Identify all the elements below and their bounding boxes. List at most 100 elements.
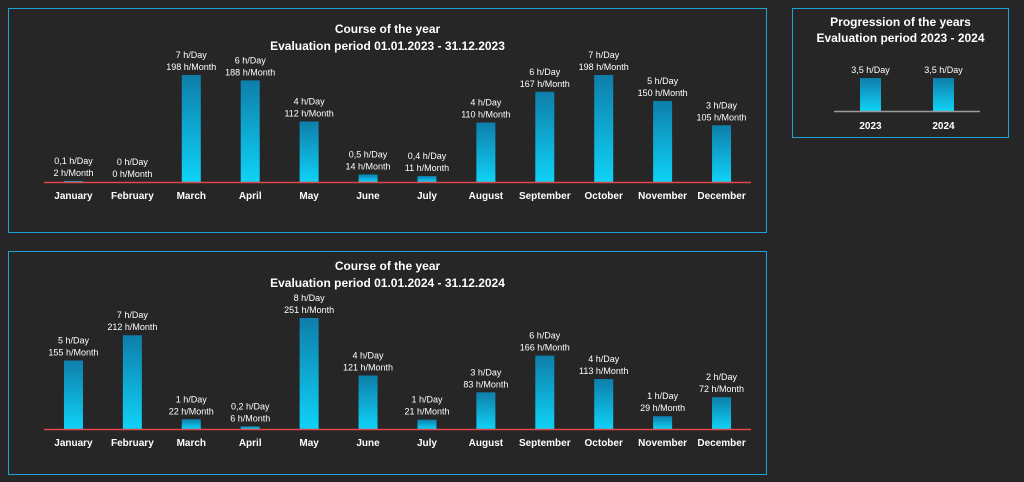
data-label-day: 1 h/Day: [411, 395, 443, 405]
category-label: January: [54, 191, 93, 202]
bar-chart-2023: 0,1 h/Day 2 h/Month January 0 h/Day 0 h/Mont…: [44, 50, 751, 202]
category-label: December: [697, 191, 745, 202]
category-label: November: [638, 191, 687, 202]
data-label-month: 105 h/Month: [697, 112, 747, 122]
data-label-day: 1 h/Day: [176, 394, 208, 404]
data-label-month: 188 h/Month: [225, 67, 275, 77]
bar-september: [535, 91, 555, 182]
data-label-month: 113 h/Month: [579, 366, 628, 376]
data-label-day: 4 h/Day: [588, 354, 620, 364]
data-label-month: 29 h/Month: [640, 403, 685, 413]
data-label-month: 0 h/Month: [112, 169, 152, 179]
category-label: August: [469, 438, 504, 449]
chart-subtitle: Evaluation period 01.01.2024 - 31.12.202…: [270, 276, 505, 290]
chart-title: Course of the year: [334, 259, 441, 273]
bar-january: [63, 180, 83, 182]
bar-may: [299, 318, 319, 429]
category-label: September: [519, 438, 571, 449]
bar-july: [417, 176, 437, 182]
data-label-day: 1 h/Day: [647, 391, 679, 401]
category-label: May: [299, 438, 319, 449]
bar-march: [181, 75, 201, 182]
category-label: 2023: [859, 121, 882, 132]
bar-january: [63, 360, 83, 429]
category-label: December: [697, 438, 745, 449]
data-label-day: 0,2 h/Day: [231, 401, 270, 411]
data-label-day: 3 h/Day: [470, 367, 502, 377]
bar-chart-2024: 5 h/Day 155 h/Month January 7 h/Day 212 h/Mo…: [44, 293, 751, 449]
bar-september: [535, 355, 555, 429]
category-label: October: [585, 438, 623, 449]
bar-chart-years: 3,5 h/Day 2023 3,5 h/Day 2024: [834, 65, 980, 132]
data-label-day: 4 h/Day: [470, 98, 502, 108]
data-label-month: 198 h/Month: [579, 62, 629, 72]
data-label-month: 121 h/Month: [343, 362, 393, 372]
data-label-month: 155 h/Month: [48, 347, 98, 357]
category-label: June: [356, 191, 380, 202]
data-label-day: 0,5 h/Day: [349, 149, 388, 159]
category-label: April: [239, 191, 262, 202]
chart-panel-2024: Course of the year Evaluation period 01.…: [8, 251, 767, 475]
data-label-day: 5 h/Day: [58, 335, 90, 345]
data-label-month: 21 h/Month: [404, 407, 449, 417]
data-label-day: 4 h/Day: [294, 96, 326, 106]
category-label: October: [585, 191, 623, 202]
chart-panel-years: Progression of the years Evaluation peri…: [792, 8, 1009, 138]
bar-june: [358, 375, 378, 429]
data-label-month: 11 h/Month: [405, 163, 449, 173]
category-label: November: [638, 438, 687, 449]
bar-2023: [860, 78, 881, 111]
category-label: July: [417, 191, 437, 202]
bar-2024: [933, 78, 954, 111]
bar-march: [181, 419, 201, 429]
category-label: August: [469, 191, 504, 202]
data-label-month: 83 h/Month: [463, 379, 508, 389]
data-label-day: 7 h/Day: [588, 50, 620, 60]
data-label-month: 72 h/Month: [699, 384, 744, 394]
bar-november: [653, 100, 673, 182]
category-label: January: [54, 438, 93, 449]
category-label: March: [177, 438, 206, 449]
chart-panel-2023: Course of the year Evaluation period 01.…: [8, 8, 767, 233]
data-label-month: 212 h/Month: [107, 322, 157, 332]
data-label-day: 5 h/Day: [647, 76, 679, 86]
data-label-month: 166 h/Month: [520, 343, 570, 353]
data-label-month: 14 h/Month: [346, 161, 391, 171]
data-label-day: 0,4 h/Day: [408, 151, 447, 161]
data-label-day: 7 h/Day: [117, 310, 149, 320]
bar-august: [476, 392, 496, 429]
data-label-month: 2 h/Month: [53, 168, 93, 178]
data-label-day: 6 h/Day: [235, 55, 267, 65]
data-label-day: 3,5 h/Day: [851, 65, 890, 75]
category-label: April: [239, 438, 262, 449]
bar-november: [653, 416, 673, 429]
data-label-month: 112 h/Month: [284, 108, 333, 118]
bar-april: [240, 80, 260, 182]
bar-december: [712, 397, 732, 429]
data-label-month: 6 h/Month: [230, 413, 270, 423]
data-label-month: 251 h/Month: [284, 305, 334, 315]
data-label-day: 6 h/Day: [529, 67, 561, 77]
data-label-day: 2 h/Day: [706, 372, 738, 382]
chart-title: Progression of the years: [830, 15, 971, 29]
category-label: February: [111, 191, 154, 202]
data-label-day: 0,1 h/Day: [54, 156, 93, 166]
bar-june: [358, 174, 378, 182]
data-label-day: 3,5 h/Day: [924, 65, 963, 75]
data-label-day: 8 h/Day: [294, 293, 326, 303]
data-label-day: 4 h/Day: [353, 350, 385, 360]
data-label-month: 22 h/Month: [169, 406, 214, 416]
category-label: September: [519, 191, 571, 202]
bar-december: [712, 125, 732, 182]
chart-title: Course of the year: [334, 22, 441, 36]
data-label-day: 7 h/Day: [176, 50, 208, 60]
category-label: 2024: [932, 121, 955, 132]
category-label: May: [299, 191, 319, 202]
data-label-month: 198 h/Month: [166, 62, 216, 72]
chart-subtitle: Evaluation period 01.01.2023 - 31.12.202…: [270, 39, 505, 53]
bar-october: [594, 75, 614, 182]
data-label-day: 0 h/Day: [117, 157, 149, 167]
data-label-month: 110 h/Month: [461, 110, 510, 120]
data-label-month: 167 h/Month: [520, 79, 570, 89]
bar-august: [476, 122, 496, 182]
